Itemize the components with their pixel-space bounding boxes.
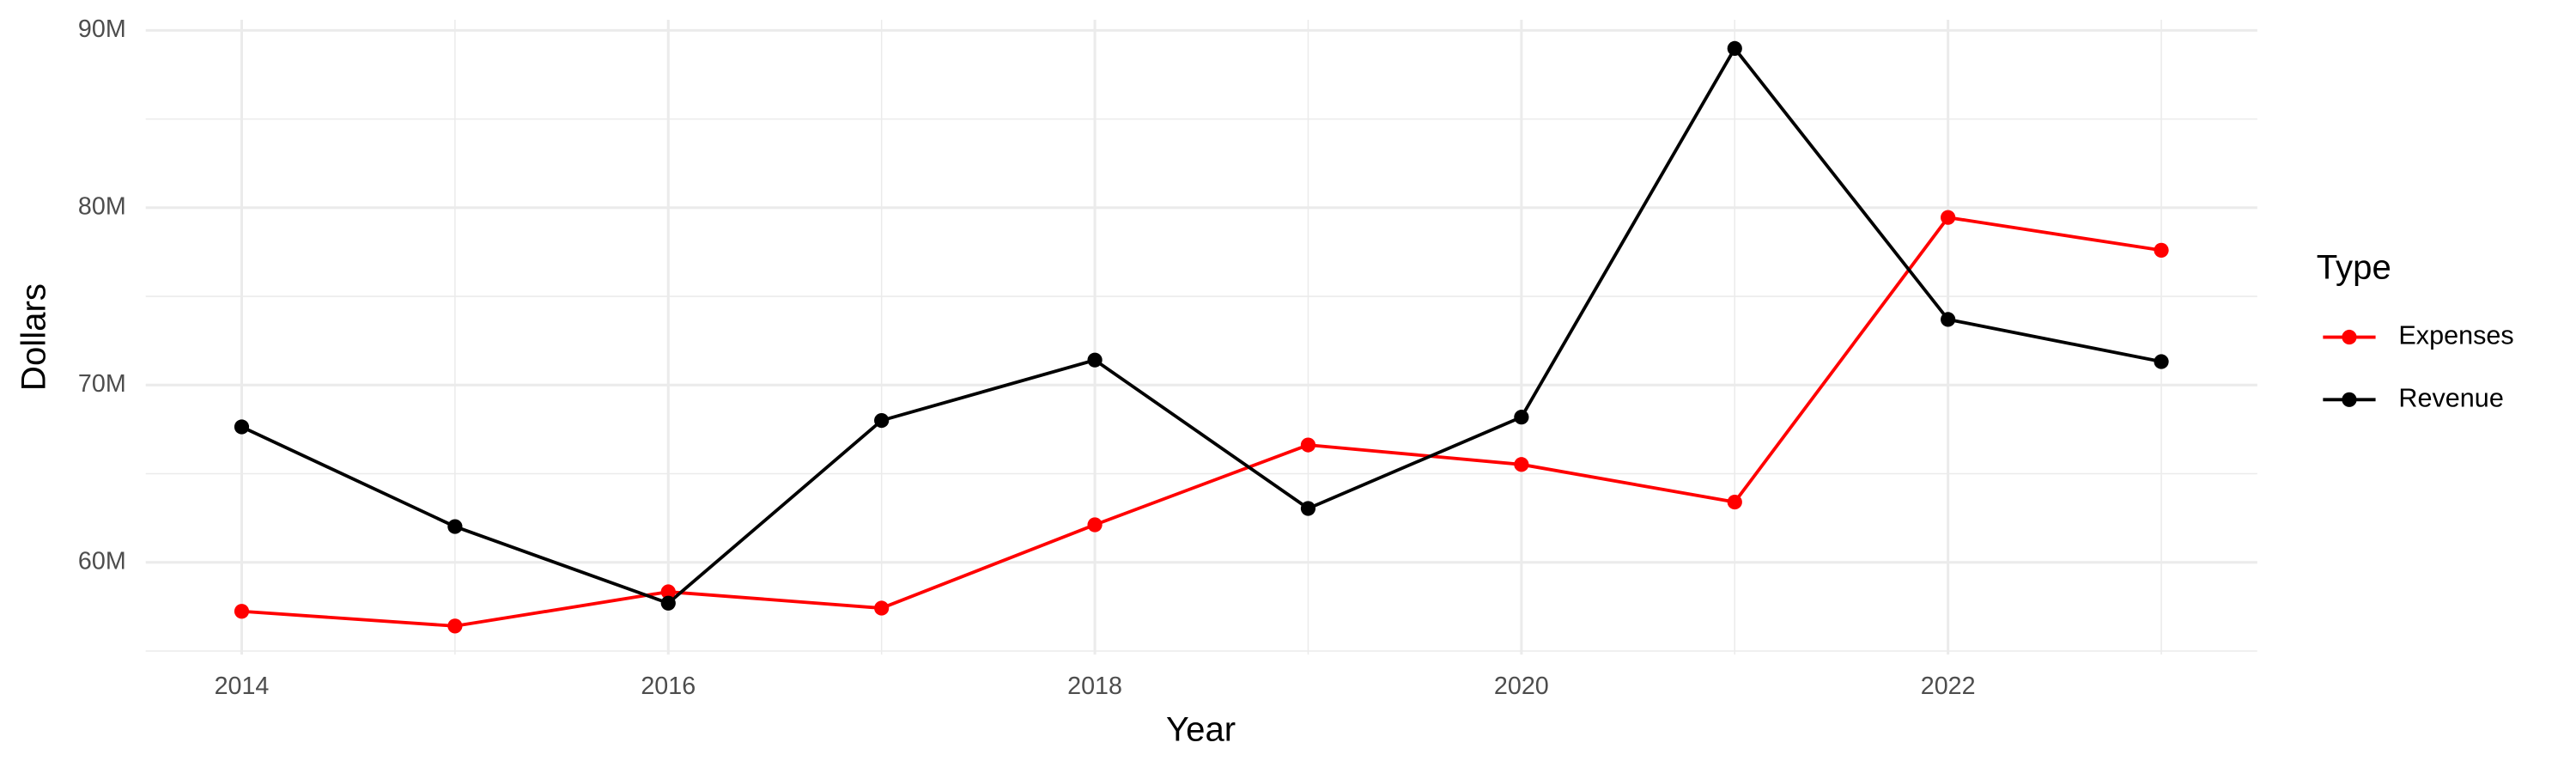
y-tick-label: 60M bbox=[78, 547, 126, 575]
x-tick-label: 2020 bbox=[1494, 673, 1549, 700]
data-point bbox=[1514, 410, 1529, 425]
data-point bbox=[660, 584, 676, 600]
series-line bbox=[240, 46, 2162, 606]
data-point bbox=[234, 419, 250, 435]
data-point bbox=[447, 618, 463, 634]
legend-marker bbox=[2342, 392, 2357, 407]
x-tick-label: 2022 bbox=[1921, 673, 1976, 700]
legend-marker bbox=[2342, 329, 2357, 345]
data-point bbox=[447, 519, 463, 534]
plot-area bbox=[234, 40, 2169, 634]
x-tick-label: 2018 bbox=[1067, 673, 1122, 700]
data-point bbox=[874, 412, 890, 429]
data-point bbox=[1087, 517, 1103, 533]
y-axis-title: Dollars bbox=[15, 283, 53, 391]
legend: Expenses Revenue bbox=[2323, 321, 2514, 412]
data-point bbox=[1941, 210, 1956, 225]
y-tick-label: 90M bbox=[78, 15, 126, 43]
y-tick-label: 80M bbox=[78, 192, 126, 220]
y-tick-label: 70M bbox=[78, 370, 126, 398]
data-point bbox=[1727, 40, 1742, 57]
data-point bbox=[1300, 501, 1316, 516]
x-tick-label: 2016 bbox=[641, 673, 696, 700]
series-line bbox=[241, 216, 2162, 628]
data-point bbox=[874, 600, 890, 616]
data-point bbox=[1300, 437, 1316, 453]
legend-label: Expenses bbox=[2398, 321, 2513, 350]
legend-label: Revenue bbox=[2398, 383, 2503, 412]
data-point bbox=[1087, 352, 1103, 368]
data-point bbox=[1727, 494, 1742, 510]
x-tick-label: 2014 bbox=[215, 673, 270, 700]
data-point bbox=[660, 595, 676, 611]
data-point bbox=[2154, 354, 2169, 369]
data-point bbox=[1514, 457, 1529, 472]
data-point bbox=[234, 604, 250, 619]
data-point bbox=[2154, 242, 2169, 259]
x-axis-title: Year bbox=[1166, 710, 1236, 749]
legend-title: Type bbox=[2317, 248, 2391, 287]
data-point bbox=[1941, 312, 1956, 327]
grid: 2014 2016 2018 2020 2022 60M 70M 80M 90M bbox=[78, 15, 2257, 700]
